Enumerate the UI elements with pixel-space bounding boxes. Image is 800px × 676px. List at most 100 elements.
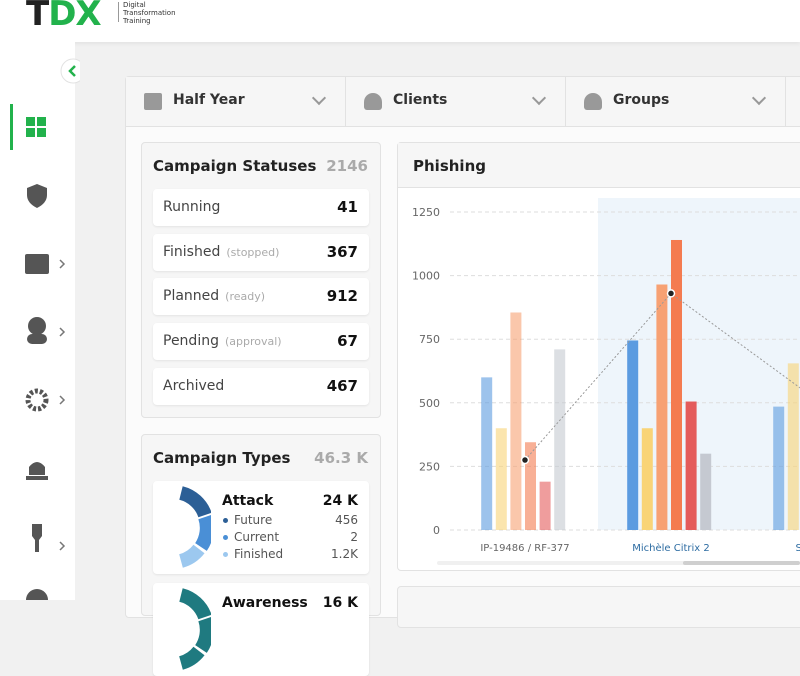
panel-title: Campaign Types (153, 449, 291, 467)
y-tick-label: 250 (419, 460, 440, 473)
y-tick-label: 1250 (412, 206, 440, 219)
dashboard-icon[interactable] (26, 117, 46, 137)
panel-total: 2146 (326, 157, 368, 175)
bar (641, 428, 653, 530)
header: TDX Digital Transformation Training (0, 0, 800, 42)
tools-icon[interactable] (32, 524, 42, 552)
donut-arc (178, 544, 205, 568)
type-name: Attack (222, 493, 274, 509)
logo-dark: T (26, 0, 49, 34)
chart: 0 250 500 750 1000 1250 IP-19486 / RF-377 Michè… (412, 198, 800, 565)
bar (495, 428, 507, 530)
legend-dot (223, 518, 228, 523)
y-tick-label: 750 (419, 333, 440, 346)
tagline-line: Training (123, 17, 151, 25)
panel-total: 46.3 K (314, 449, 368, 467)
bar (700, 453, 712, 530)
y-tick-label: 1000 (412, 270, 440, 283)
status-row: Pending (approval) 67 (153, 323, 369, 361)
campaigns-icon[interactable] (25, 254, 49, 274)
chevron (59, 327, 66, 337)
donut-arc (194, 514, 211, 551)
x-tick-label: IP-19486 / RF-377 (480, 543, 569, 554)
donut-arc (194, 616, 211, 653)
donut (178, 588, 211, 670)
bar (525, 442, 536, 530)
type-row-label: Current (234, 530, 280, 544)
filter-icon (584, 93, 602, 110)
type-row-value: 1.2K (331, 547, 358, 561)
chevron (59, 395, 66, 405)
filter-bar: Half Year Clients Groups (126, 77, 800, 127)
status-label: Running (163, 199, 221, 215)
type-row-value: 2 (350, 530, 358, 544)
y-tick-label: 500 (419, 397, 440, 410)
status-value: 912 (326, 287, 358, 306)
filter-icon (144, 93, 162, 110)
type-row-value: 456 (335, 513, 358, 527)
bar (685, 401, 697, 530)
donut-arc (178, 486, 211, 518)
status-row: Planned (ready) 912 (153, 278, 369, 316)
sidebar (0, 42, 80, 600)
status-label: Archived (163, 377, 225, 394)
status-label: Planned (ready) (163, 288, 266, 305)
bar (627, 340, 639, 530)
x-tick-label: SWI - Do (796, 543, 800, 554)
bar (539, 481, 551, 530)
status-row: Running 41 (153, 189, 369, 226)
panel-header (398, 143, 800, 188)
type-row-label: Finished (234, 547, 284, 561)
bar (773, 406, 785, 530)
tagline: Digital Transformation Training (123, 1, 176, 25)
logo-accent: DX (48, 0, 101, 34)
dropdown-arrow (531, 90, 547, 106)
y-tick-label: 0 (433, 524, 440, 537)
dropdown-arrow (751, 90, 767, 106)
status-value: 367 (326, 242, 358, 261)
more-icon[interactable] (26, 589, 48, 600)
status-row: Archived 467 (153, 367, 369, 405)
bar (671, 239, 682, 530)
x-tick-label: Michèle Citrix 2 (632, 542, 710, 554)
bar (656, 284, 668, 530)
chevron (59, 259, 66, 269)
settings-icon[interactable] (25, 388, 49, 412)
filter-dropdown[interactable]: Half Year (126, 77, 346, 126)
collapse-icon (68, 65, 76, 77)
trend-point (666, 289, 676, 298)
security-icon[interactable] (27, 184, 47, 208)
status-label: Finished (stopped) (163, 243, 280, 260)
donut-arc (178, 646, 205, 670)
users-icon[interactable] (28, 317, 46, 335)
filter-dropdown[interactable]: Groups (566, 77, 786, 126)
bar (510, 312, 522, 530)
filter-dropdown[interactable]: Clients (346, 77, 566, 126)
status-note: (stopped) (226, 245, 280, 259)
logo: TDX (26, 0, 102, 34)
types-panel: Campaign Types 46.3 K Attack 24 K Future 45… (141, 434, 381, 676)
bar (554, 349, 566, 530)
active-indicator (10, 104, 13, 150)
bar (787, 363, 799, 530)
bar (481, 377, 493, 530)
filter-label: Groups (613, 92, 670, 108)
status-value: 41 (337, 198, 358, 216)
alerts-icon[interactable] (26, 462, 48, 480)
status-note: (approval) (224, 335, 282, 349)
type-name: Awareness (222, 595, 308, 611)
status-panel: Campaign Statuses 2146 Running 41 Finished… (141, 142, 381, 418)
scrollbar-thumb[interactable] (683, 561, 800, 565)
chevron (59, 541, 66, 551)
type-card: Attack 24 K Future 456 Current 2 Finished 1.2K (153, 481, 369, 574)
divider (118, 2, 119, 22)
type-total: 16 K (322, 595, 358, 611)
status-label: Pending (approval) (163, 333, 282, 350)
chart-title: Phishing (413, 157, 486, 175)
status-value: 467 (326, 376, 358, 395)
type-row-label: Future (234, 513, 273, 527)
status-row: Finished (stopped) 367 (153, 233, 369, 271)
type-card: Awareness 16 K (153, 583, 369, 676)
filter-label: Half Year (173, 92, 245, 108)
legend-dot (223, 552, 228, 557)
